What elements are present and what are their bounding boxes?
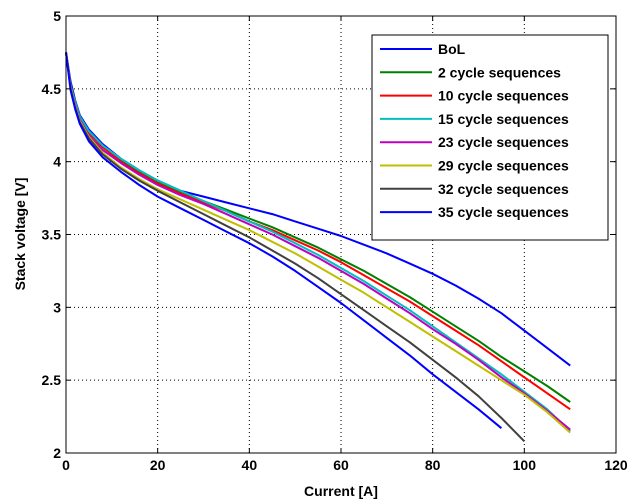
- series-line-7: [65, 52, 526, 443]
- series-line-1: [65, 52, 571, 367]
- y-axis-title: Stack voltage [V]: [12, 178, 28, 291]
- legend-box: [371, 34, 609, 241]
- x-tick-label: 60: [333, 457, 349, 473]
- legend-label: 35 cycle sequences: [438, 204, 569, 220]
- x-tick-label: 40: [242, 457, 258, 473]
- x-tick-label: 100: [513, 457, 537, 473]
- legend-label: 2 cycle sequences: [438, 64, 561, 80]
- x-tick-label: 20: [150, 457, 166, 473]
- y-tick-label: 3: [53, 299, 61, 315]
- x-tick-labels: 0 20 40 60 80 100 120: [62, 457, 628, 473]
- y-tick-label: 2: [53, 445, 61, 461]
- series-line-5: [65, 52, 571, 431]
- x-axis-title: Current [A]: [304, 483, 378, 499]
- series-line-4: [65, 52, 571, 432]
- x-tick-label: 0: [62, 457, 70, 473]
- y-tick-label: 3.5: [42, 227, 62, 243]
- legend-label: 10 cycle sequences: [438, 88, 569, 104]
- legend-label: 32 cycle sequences: [438, 181, 569, 197]
- y-tick-label: 2.5: [42, 372, 62, 388]
- y-tick-labels: 2 2.5 3 3.5 4 4.5 5: [42, 8, 62, 461]
- legend-label: 29 cycle sequences: [438, 158, 569, 174]
- legend-label: 23 cycle sequences: [438, 134, 569, 150]
- legend-label: 15 cycle sequences: [438, 111, 569, 127]
- y-tick-label: 4.5: [42, 81, 62, 97]
- axis-ticks: [65, 15, 617, 454]
- legend-label: BoL: [438, 41, 466, 57]
- series-lines: [65, 52, 571, 443]
- y-tick-label: 4: [53, 154, 61, 170]
- legend: BoL 2 cycle sequences 10 cycle sequences 15…: [371, 34, 609, 241]
- x-tick-label: 120: [604, 457, 628, 473]
- x-tick-label: 80: [425, 457, 441, 473]
- y-tick-label: 5: [53, 8, 61, 24]
- series-line-8: [65, 52, 503, 429]
